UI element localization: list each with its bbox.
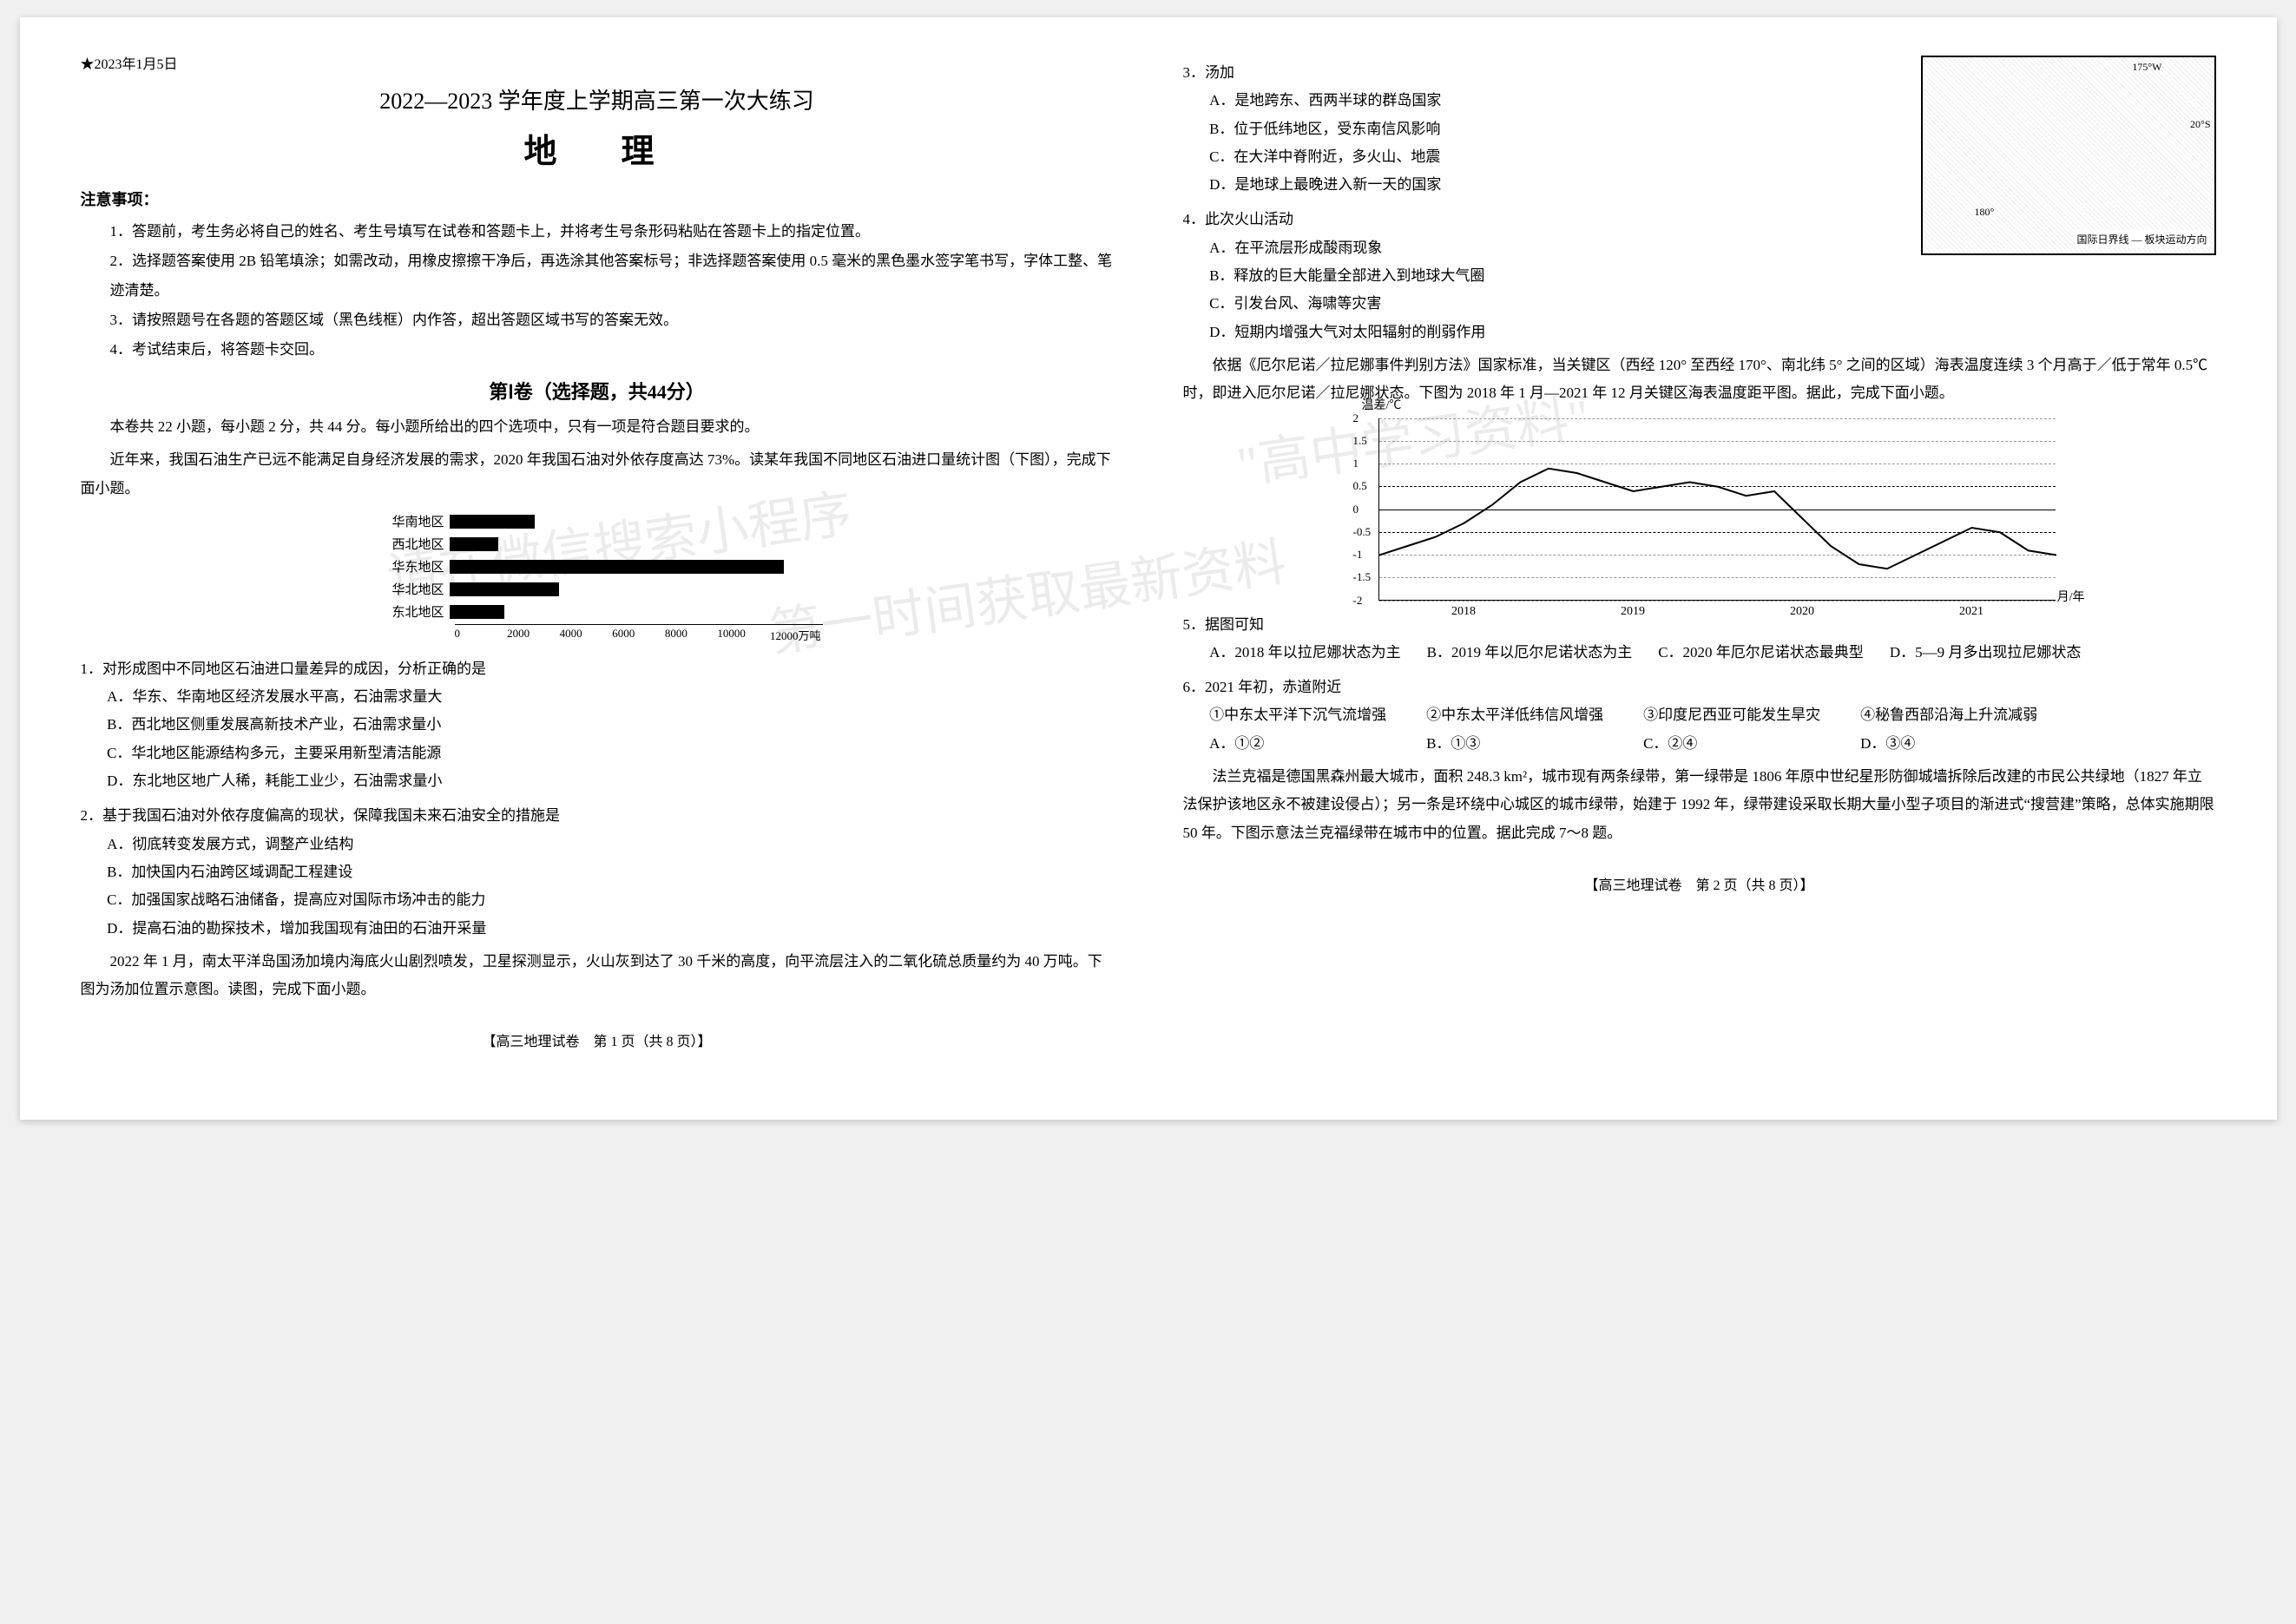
exam-date: ★2023年1月5日: [81, 52, 1114, 73]
option: B．释放的巨大能量全部进入到地球大气圈: [1209, 262, 2215, 290]
exam-title: 2022—2023 学年度上学期高三第一次大练习: [81, 83, 1114, 115]
notice-item: 1．答题前，考生务必将自己的姓名、考生号填写在试卷和答题卡上，并将考生号条形码粘…: [110, 217, 1114, 247]
q5-options: A．2018 年以拉尼娜状态为主 B．2019 年以厄尔尼诺状态为主 C．202…: [1209, 639, 2215, 667]
page-left: ★2023年1月5日 2022—2023 学年度上学期高三第一次大练习 地 理 …: [46, 52, 1148, 1050]
passage3-intro: 依据《厄尔尼诺／拉尼娜事件判别方法》国家标准，当关键区（西经 120° 至西经 …: [1183, 352, 2216, 408]
option: D．东北地区地广人稀，耗能工业少，石油需求量小: [107, 767, 1113, 795]
option: D．短期内增强大气对太阳辐射的削弱作用: [1209, 319, 2215, 346]
q5-stem: 5．据图可知: [1183, 611, 2216, 639]
notice-heading: 注意事项：: [81, 187, 1114, 210]
statement: ①中东太平洋下沉气流增强: [1209, 701, 1400, 729]
notice-list: 1．答题前，考生务必将自己的姓名、考生号填写在试卷和答题卡上，并将考生号条形码粘…: [110, 217, 1114, 365]
option: B．西北地区侧重发展高新技术产业，石油需求量小: [107, 711, 1113, 739]
notice-item: 2．选择题答案使用 2B 铅笔填涂；如需改动，用橡皮擦擦干净后，再选涂其他答案标…: [110, 247, 1114, 306]
passage1-intro: 近年来，我国石油生产已远不能满足自身经济发展的需求，2020 年我国石油对外依存…: [81, 446, 1114, 503]
chart-ylabel: 温差/℃: [1362, 396, 1402, 413]
subject-title: 地 理: [81, 124, 1114, 172]
option: D．提高石油的勘探技术，增加我国现有油田的石油开采量: [107, 915, 1113, 943]
tonga-map: 175°W 20°S 180° 国际日界线 — 板块运动方向: [1921, 56, 2216, 255]
option: A．①②: [1209, 730, 1400, 758]
passage4-intro: 法兰克福是德国黑森州最大城市，面积 248.3 km²，城市现有两条绿带，第一绿…: [1183, 763, 2216, 847]
option: C．2020 年厄尔尼诺状态最典型: [1658, 639, 1864, 667]
page-footer-left: 【高三地理试卷 第 1 页（共 8 页）】: [81, 1029, 1114, 1050]
page-footer-right: 【高三地理试卷 第 2 页（共 8 页）】: [1183, 873, 2216, 894]
option: C．加强国家战略石油储备，提高应对国际市场冲击的能力: [107, 886, 1113, 914]
chart-xunit: 月/年: [2057, 588, 2085, 605]
statement: ③印度尼西亚可能发生旱灾: [1643, 701, 1834, 729]
map-coord: 180°: [1975, 206, 1995, 219]
option: B．①③: [1426, 730, 1617, 758]
option: A．华东、华南地区经济发展水平高，石油需求量大: [107, 683, 1113, 711]
section1-title: 第Ⅰ卷（选择题，共44分）: [81, 377, 1114, 404]
map-coord: 175°W: [2132, 61, 2161, 74]
q6-circled: ①中东太平洋下沉气流增强 ②中东太平洋低纬信风增强 ③印度尼西亚可能发生旱灾 ④…: [1209, 701, 2215, 729]
q1-stem: 1．对形成图中不同地区石油进口量差异的成因，分析正确的是: [81, 655, 1114, 683]
q6-stem: 6．2021 年初，赤道附近: [1183, 674, 2216, 701]
option: B．加快国内石油跨区域调配工程建设: [107, 858, 1113, 886]
q2-stem: 2．基于我国石油对外依存度偏高的现状，保障我国未来石油安全的措施是: [81, 802, 1114, 830]
statement: ④秘鲁西部沿海上升流减弱: [1860, 701, 2051, 729]
option: D．5—9 月多出现拉尼娜状态: [1890, 639, 2082, 667]
option: C．②④: [1643, 730, 1834, 758]
option: C．华北地区能源结构多元，主要采用新型清洁能源: [107, 740, 1113, 767]
option: D．③④: [1860, 730, 2051, 758]
exam-sheet: 请在微信搜索小程序 "高中学习资料" 第一时间获取最新资料 ★2023年1月5日…: [20, 17, 2277, 1120]
option: A．彻底转变发展方式，调整产业结构: [107, 831, 1113, 858]
q6-options: A．①② B．①③ C．②④ D．③④: [1209, 730, 2215, 758]
page-right: 175°W 20°S 180° 国际日界线 — 板块运动方向 3．汤加 A．是地…: [1148, 52, 2251, 1050]
q2-options: A．彻底转变发展方式，调整产业结构 B．加快国内石油跨区域调配工程建设 C．加强…: [107, 831, 1113, 943]
sst-anomaly-line-chart: 温差/℃ 月/年 21.510.50-0.5-1-1.5-22018201920…: [1378, 418, 2056, 601]
passage2-intro: 2022 年 1 月，南太平洋岛国汤加境内海底火山剧烈喷发，卫星探测显示，火山灰…: [81, 948, 1114, 1004]
section1-note: 本卷共 22 小题，每小题 2 分，共 44 分。每小题所给出的四个选项中，只有…: [81, 413, 1114, 441]
oil-import-bar-chart: 华南地区西北地区华东地区华北地区东北地区02000400060008000100…: [372, 511, 823, 643]
notice-item: 4．考试结束后，将答题卡交回。: [110, 335, 1114, 365]
statement: ②中东太平洋低纬信风增强: [1426, 701, 1617, 729]
option: A．2018 年以拉尼娜状态为主: [1209, 639, 1401, 667]
notice-item: 3．请按照题号在各题的答题区域（黑色线框）内作答，超出答题区域书写的答案无效。: [110, 306, 1114, 335]
option: B．2019 年以厄尔尼诺状态为主: [1427, 639, 1633, 667]
map-coord: 20°S: [2190, 118, 2210, 131]
option: C．引发台风、海啸等灾害: [1209, 290, 2215, 318]
map-legend: 国际日界线 — 板块运动方向: [2075, 230, 2208, 248]
q1-options: A．华东、华南地区经济发展水平高，石油需求量大 B．西北地区侧重发展高新技术产业…: [107, 683, 1113, 795]
